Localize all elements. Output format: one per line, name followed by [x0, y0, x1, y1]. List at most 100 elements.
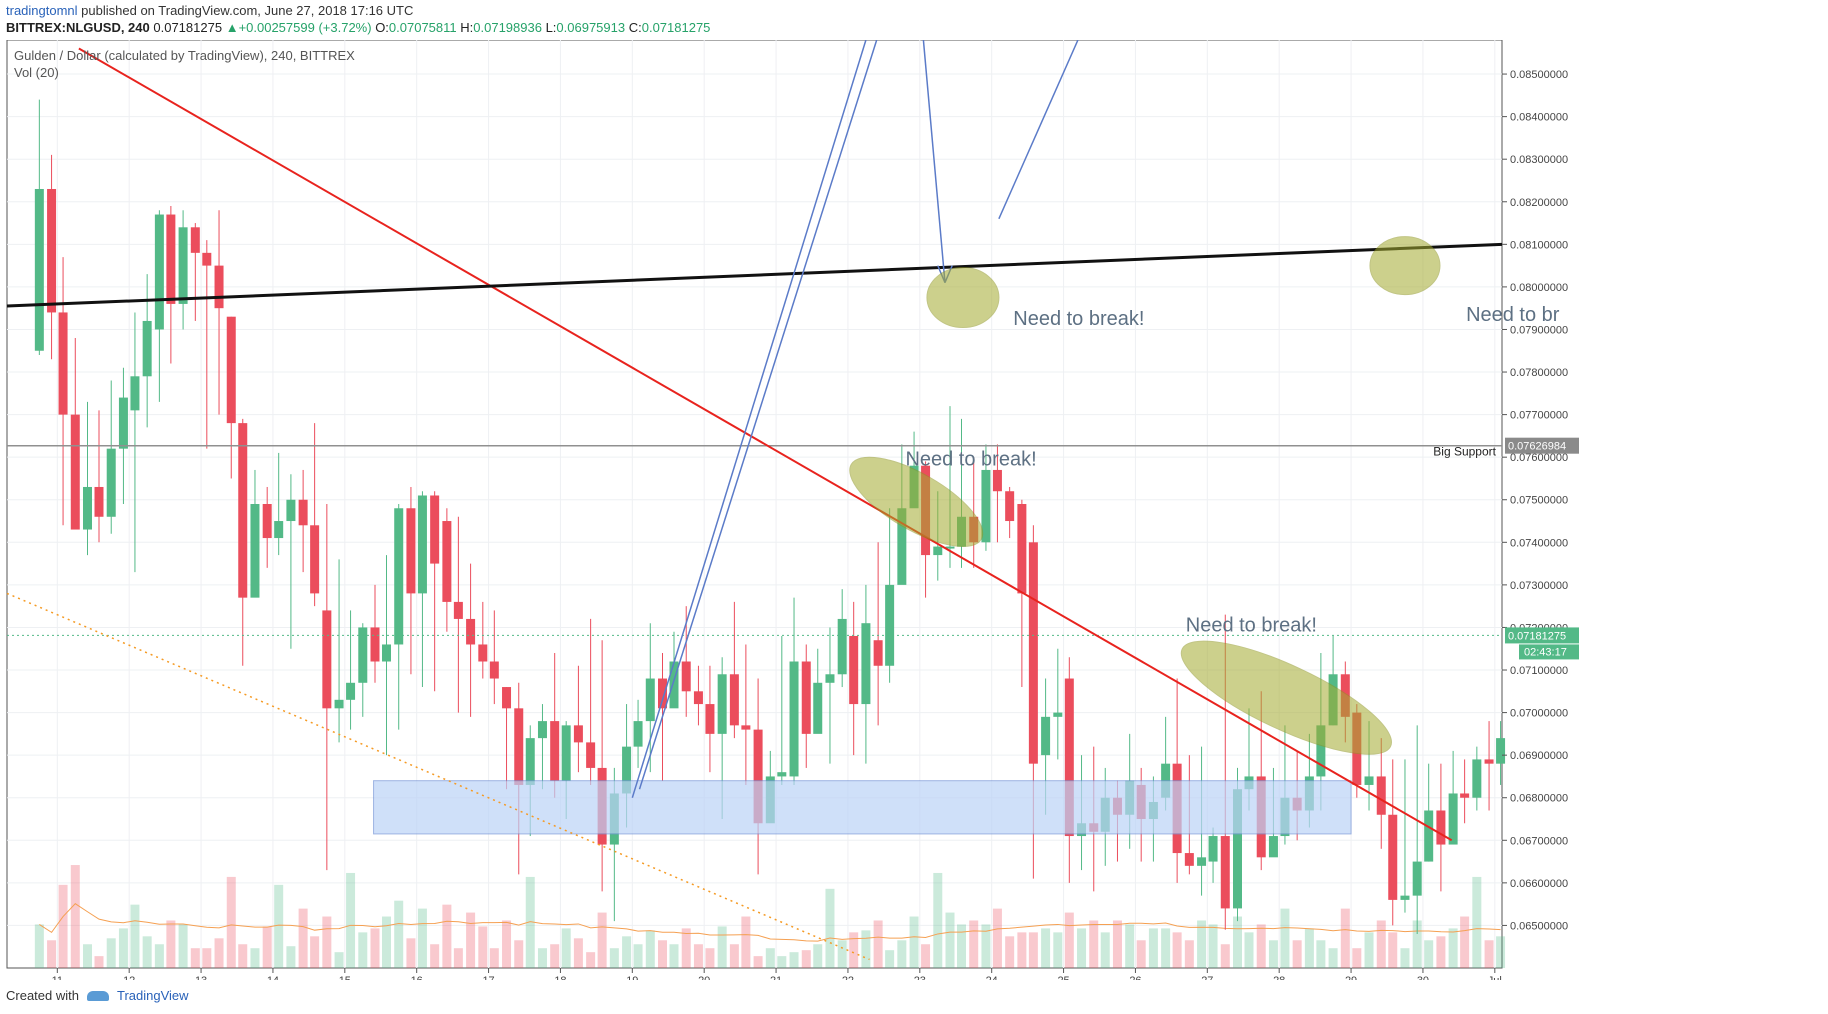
- publish-line: tradingtomnl published on TradingView.co…: [6, 3, 413, 18]
- candle-body: [741, 725, 751, 730]
- candle-body: [47, 188, 57, 313]
- volume-bar: [933, 872, 943, 968]
- volume-bar: [154, 944, 164, 968]
- volume-bar: [777, 956, 787, 968]
- candle-body: [466, 618, 476, 645]
- volume-bar: [1376, 920, 1386, 968]
- footer: Created with TradingView: [6, 988, 189, 1003]
- candle-body: [322, 610, 332, 709]
- candle-body: [394, 508, 404, 645]
- price-chart[interactable]: Need to break! Need to break! Need to brea…: [0, 40, 1828, 980]
- volume-bar: [1292, 940, 1302, 968]
- y-tick-label: 0.07100000: [1510, 665, 1568, 677]
- price-change: ▲: [225, 20, 239, 35]
- candle-body: [1388, 814, 1398, 900]
- y-tick-label: 0.06700000: [1510, 835, 1568, 847]
- candle-body: [382, 644, 391, 662]
- candle-body: [142, 320, 152, 377]
- y-tick-label: 0.08100000: [1510, 239, 1568, 251]
- volume-label: Vol (20): [14, 65, 59, 80]
- volume-bar: [406, 938, 416, 968]
- volume-bar: [597, 912, 607, 968]
- candle-body: [1220, 836, 1230, 909]
- support-price-badge: [1505, 437, 1579, 454]
- candle-body: [873, 640, 883, 666]
- volume-bar: [1053, 932, 1063, 968]
- volume-bar: [1028, 932, 1038, 968]
- candle-body: [226, 316, 236, 424]
- volume-bars: [34, 865, 1506, 968]
- candle-body: [1496, 738, 1506, 764]
- volume-bar: [837, 940, 847, 968]
- volume-bar: [1017, 932, 1027, 968]
- volume-bar: [885, 950, 895, 968]
- volume-bar: [1424, 940, 1434, 968]
- volume-bar: [58, 884, 68, 968]
- y-tick-label: 0.07900000: [1510, 324, 1568, 336]
- volume-bar: [118, 928, 128, 968]
- current-price-badge: [1505, 627, 1579, 644]
- volume-bar: [466, 912, 476, 968]
- volume-bar: [106, 938, 116, 968]
- x-tick-label: 12: [123, 975, 135, 980]
- volume-bar: [489, 948, 499, 968]
- volume-bar: [801, 950, 811, 968]
- y-tick-label: 0.07700000: [1510, 410, 1568, 422]
- volume-bar: [729, 944, 739, 968]
- candle-body: [753, 729, 763, 824]
- volume-bar: [166, 920, 176, 968]
- author-link[interactable]: tradingtomnl: [6, 3, 78, 18]
- candle-body: [346, 682, 356, 700]
- x-tick-label: 26: [1129, 975, 1141, 980]
- x-tick-label: 25: [1057, 975, 1069, 980]
- volume-bar: [1184, 940, 1194, 968]
- channel-line: [998, 40, 1079, 220]
- volume-bar: [142, 936, 152, 968]
- volume-bar: [1136, 940, 1146, 968]
- candle-body: [298, 499, 308, 526]
- volume-bar: [741, 916, 751, 968]
- volume-bar: [70, 865, 80, 968]
- candle-body: [502, 687, 512, 709]
- volume-bar: [83, 944, 92, 968]
- volume-bar: [669, 944, 679, 968]
- volume-bar: [586, 952, 596, 968]
- volume-bar: [274, 884, 284, 968]
- candle-body: [1316, 725, 1326, 777]
- volume-bar: [622, 936, 632, 968]
- volume-bar: [238, 944, 248, 968]
- y-tick-label: 0.07500000: [1510, 495, 1568, 507]
- x-tick-label: 28: [1273, 975, 1285, 980]
- y-tick-label: 0.07400000: [1510, 537, 1568, 549]
- volume-bar: [358, 932, 368, 968]
- candle-body: [358, 627, 368, 683]
- volume-bar: [262, 926, 272, 968]
- volume-ma-line: [39, 903, 1501, 942]
- volume-bar: [1197, 920, 1207, 968]
- y-tick-label: 0.06500000: [1510, 920, 1568, 932]
- open-value: 0.07075811: [388, 20, 457, 35]
- volume-bar: [346, 872, 356, 968]
- candle-body: [537, 721, 547, 739]
- candle-body: [693, 691, 703, 705]
- volume-bar: [1388, 932, 1398, 968]
- x-tick-label: 22: [842, 975, 854, 980]
- candle-body: [633, 721, 643, 747]
- candle-body: [1268, 836, 1278, 858]
- chart-title: Gulden / Dollar (calculated by TradingVi…: [14, 48, 355, 63]
- volume-bar: [1460, 916, 1470, 968]
- tradingview-link[interactable]: TradingView: [116, 988, 189, 1003]
- volume-bar: [717, 926, 727, 968]
- x-tick-label: 29: [1345, 975, 1357, 980]
- candle-body: [1053, 712, 1063, 717]
- candle-body: [83, 486, 92, 530]
- volume-bar: [226, 876, 236, 968]
- volume-bar: [969, 920, 979, 968]
- volume-bar: [658, 940, 667, 968]
- volume-bar: [1005, 936, 1015, 968]
- candle-body: [1484, 759, 1494, 764]
- candle-body: [717, 674, 727, 734]
- descending-trendline: [78, 47, 1453, 842]
- y-tick-label: 0.07800000: [1510, 367, 1568, 379]
- x-tick-label: 13: [195, 975, 207, 980]
